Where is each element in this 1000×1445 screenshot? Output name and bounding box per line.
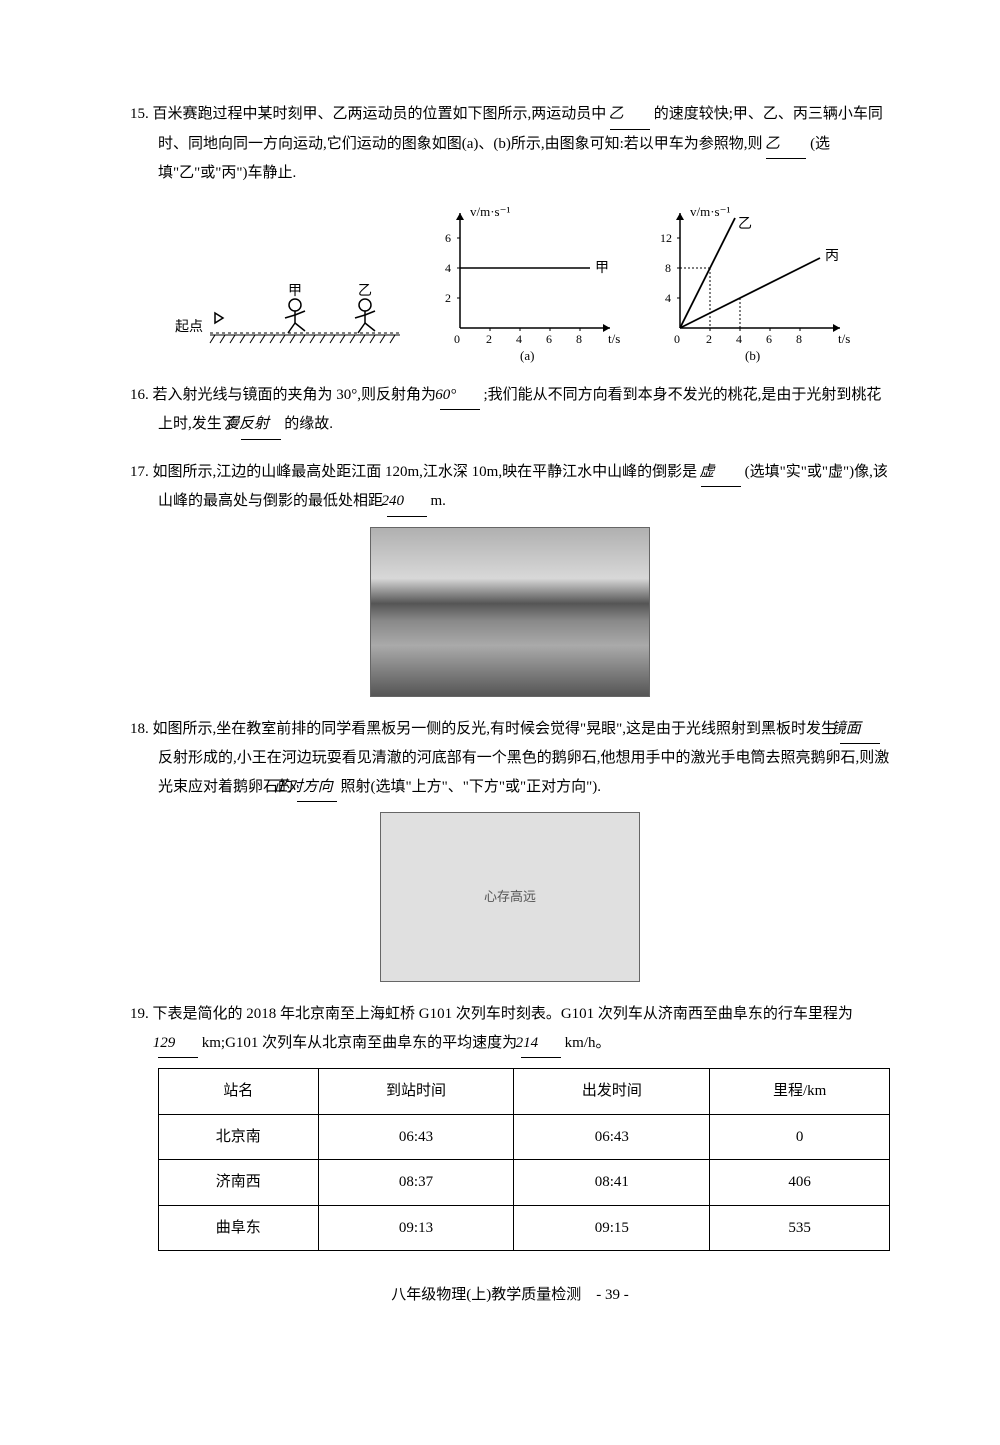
svg-text:t/s: t/s [608,331,620,346]
runner-1 [285,299,305,333]
q15-figures: 起点 [130,198,890,363]
svg-text:12: 12 [660,231,672,245]
question-17: 17. 如图所示,江边的山峰最高处距江面 120m,江水深 10m,映在平静江水… [130,458,890,697]
q19-text-c: km/h。 [565,1035,611,1051]
train-table: 站名 到站时间 出发时间 里程/km 北京南 06:43 06:43 0 济南西… [158,1068,890,1251]
svg-text:(a): (a) [520,348,534,363]
table-row: 北京南 06:43 06:43 0 [159,1114,890,1160]
q18-text-c: 照射(选填"上方"、"下方"或"正对方向"). [341,779,601,795]
svg-text:甲: 甲 [288,284,302,299]
chart-a: v/m·s⁻¹ t/s 2 4 6 2 4 6 8 0 甲 (a) [430,198,630,363]
svg-text:8: 8 [576,332,582,346]
svg-text:4: 4 [516,332,522,346]
q15-blank2: 乙 [766,130,806,160]
question-16: 16. 若入射光线与镜面的夹角为 30°,则反射角为 60° ;我们能从不同方向… [130,381,890,440]
svg-text:0: 0 [674,332,680,346]
svg-text:4: 4 [445,261,451,275]
svg-text:6: 6 [445,231,451,245]
svg-text:8: 8 [796,332,802,346]
q18-num: 18. [130,721,149,737]
q16-blank1: 60° [440,381,480,411]
svg-text:8: 8 [665,261,671,275]
q17-text-c: m. [431,493,446,509]
table-header-row: 站名 到站时间 出发时间 里程/km [159,1069,890,1115]
q16-blank2: 漫反射 [241,410,281,440]
q19-num: 19. [130,1006,149,1022]
svg-text:2: 2 [445,291,451,305]
svg-text:乙: 乙 [358,283,372,299]
q15-num: 15. [130,106,149,122]
table-row: 济南西 08:37 08:41 406 [159,1160,890,1206]
svg-text:6: 6 [766,332,772,346]
svg-text:4: 4 [665,291,671,305]
q16-text-c: 的缘故. [284,416,333,432]
svg-text:甲: 甲 [595,261,609,276]
q18-blank1: 镜面 [840,715,880,745]
svg-text:4: 4 [736,332,742,346]
q17-blank2: 240 [387,487,427,517]
q16-num: 16. [130,387,149,403]
question-19: 19. 下表是简化的 2018 年北京南至上海虹桥 G101 次列车时刻表。G1… [130,1000,890,1251]
q18-blank2: 正对方向 [297,773,337,803]
question-15: 15. 百米赛跑过程中某时刻甲、乙两运动员的位置如下图所示,两运动员中 乙 的速… [130,100,890,363]
svg-text:2: 2 [486,332,492,346]
q15-text-a: 百米赛跑过程中某时刻甲、乙两运动员的位置如下图所示,两运动员中 [153,106,607,122]
q18-image: 心存高远 [380,812,640,982]
svg-text:v/m·s⁻¹: v/m·s⁻¹ [690,204,730,219]
svg-text:0: 0 [454,332,460,346]
svg-text:乙: 乙 [738,216,752,232]
q15-blank1: 乙 [610,100,650,130]
svg-text:丙: 丙 [825,249,839,264]
q19-blank2: 214 [521,1029,561,1059]
q19-blank1: 129 [158,1029,198,1059]
q17-num: 17. [130,464,149,480]
col-arrive: 到站时间 [318,1069,514,1115]
svg-text:t/s: t/s [838,331,850,346]
q17-blank1: 虚 [701,458,741,488]
chart-b: v/m·s⁻¹ t/s 4 8 12 2 4 6 8 0 乙 丙 (b) [650,198,860,363]
col-distance: 里程/km [710,1069,890,1115]
q19-text-b: km;G101 次列车从北京南至曲阜东的平均速度为 [202,1035,517,1051]
question-18: 18. 如图所示,坐在教室前排的同学看黑板另一侧的反光,有时候会觉得"晃眼",这… [130,715,890,983]
q18-text-a: 如图所示,坐在教室前排的同学看黑板另一侧的反光,有时候会觉得"晃眼",这是由于光… [153,721,837,737]
page-footer: 八年级物理(上)教学质量检测 - 39 - [130,1281,890,1310]
svg-text:v/m·s⁻¹: v/m·s⁻¹ [470,204,510,219]
col-depart: 出发时间 [514,1069,710,1115]
q17-image [370,527,650,697]
q19-text-a: 下表是简化的 2018 年北京南至上海虹桥 G101 次列车时刻表。G101 次… [153,1006,853,1022]
q16-text-a: 若入射光线与镜面的夹角为 30°,则反射角为 [153,387,437,403]
start-label: 起点 [175,319,203,335]
col-station: 站名 [159,1069,319,1115]
runner-2 [355,299,375,333]
svg-text:6: 6 [546,332,552,346]
q17-text-a: 如图所示,江边的山峰最高处距江面 120m,江水深 10m,映在平静江水中山峰的… [153,464,698,480]
runner-diagram: 起点 [160,253,410,363]
svg-text:(b): (b) [745,348,760,363]
svg-text:2: 2 [706,332,712,346]
table-row: 曲阜东 09:13 09:15 535 [159,1205,890,1251]
